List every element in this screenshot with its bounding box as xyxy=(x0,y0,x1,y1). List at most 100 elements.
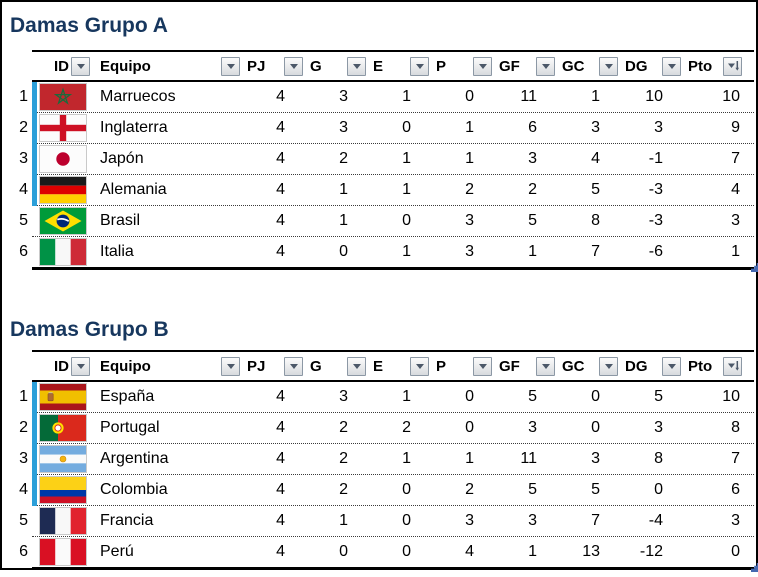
team-name[interactable]: Brasil xyxy=(100,212,141,229)
cell-e[interactable]: 0 xyxy=(402,543,411,560)
cell-p[interactable]: 1 xyxy=(465,450,474,467)
cell-g[interactable]: 0 xyxy=(339,243,348,260)
filter-button-id[interactable] xyxy=(71,56,90,76)
column-header-equipo[interactable]: Equipo xyxy=(92,352,242,380)
team-name[interactable]: Italia xyxy=(100,243,134,260)
team-name[interactable]: Marruecos xyxy=(100,88,176,105)
team-name[interactable]: Japón xyxy=(100,150,144,167)
team-name[interactable]: Colombia xyxy=(100,481,168,498)
cell-flag[interactable] xyxy=(32,82,92,112)
cell-pj[interactable]: 4 xyxy=(276,388,285,405)
cell-p[interactable]: 0 xyxy=(465,419,474,436)
column-header-pj[interactable]: PJ xyxy=(242,52,305,80)
column-header-pj[interactable]: PJ xyxy=(242,352,305,380)
table-resize-handle[interactable] xyxy=(751,259,758,272)
sort-filter-button-pto[interactable] xyxy=(723,56,742,76)
cell-flag[interactable] xyxy=(32,444,92,474)
cell-flag[interactable] xyxy=(32,537,92,567)
cell-pto[interactable]: 6 xyxy=(731,481,740,498)
cell-g[interactable]: 1 xyxy=(339,181,348,198)
cell-gf[interactable]: 11 xyxy=(520,450,537,467)
cell-gf[interactable]: 3 xyxy=(528,150,537,167)
cell-pj[interactable]: 4 xyxy=(276,481,285,498)
column-header-dg[interactable]: DG xyxy=(620,52,683,80)
cell-flag[interactable] xyxy=(32,382,92,412)
filter-button-gf[interactable] xyxy=(536,56,555,76)
cell-pj[interactable]: 4 xyxy=(276,212,285,229)
filter-button-p[interactable] xyxy=(473,356,492,376)
cell-p[interactable]: 2 xyxy=(465,181,474,198)
column-header-g[interactable]: G xyxy=(305,352,368,380)
team-name[interactable]: Perú xyxy=(100,543,134,560)
cell-p[interactable]: 0 xyxy=(465,388,474,405)
cell-dg[interactable]: 8 xyxy=(654,450,663,467)
team-name[interactable]: Alemania xyxy=(100,181,167,198)
cell-gc[interactable]: 5 xyxy=(591,481,600,498)
cell-p[interactable]: 2 xyxy=(465,481,474,498)
cell-gf[interactable]: 6 xyxy=(528,119,537,136)
team-name[interactable]: Argentina xyxy=(100,450,169,467)
cell-dg[interactable]: -3 xyxy=(648,181,663,198)
cell-gf[interactable]: 3 xyxy=(528,512,537,529)
cell-gf[interactable]: 5 xyxy=(528,212,537,229)
column-header-p[interactable]: P xyxy=(431,52,494,80)
cell-gf[interactable]: 3 xyxy=(528,419,537,436)
cell-e[interactable]: 0 xyxy=(402,481,411,498)
cell-e[interactable]: 1 xyxy=(402,243,411,260)
filter-button-g[interactable] xyxy=(347,356,366,376)
row-rank[interactable]: 2 xyxy=(2,413,28,443)
row-rank[interactable]: 1 xyxy=(2,82,28,112)
cell-p[interactable]: 4 xyxy=(465,543,474,560)
cell-e[interactable]: 2 xyxy=(402,419,411,436)
cell-gc[interactable]: 0 xyxy=(591,419,600,436)
cell-pj[interactable]: 4 xyxy=(276,419,285,436)
row-rank[interactable]: 4 xyxy=(2,475,28,505)
sort-filter-button-pto[interactable] xyxy=(723,356,742,376)
cell-g[interactable]: 3 xyxy=(339,119,348,136)
team-name[interactable]: Portugal xyxy=(100,419,160,436)
cell-gc[interactable]: 7 xyxy=(591,243,600,260)
cell-flag[interactable] xyxy=(32,175,92,205)
row-rank[interactable]: 4 xyxy=(2,175,28,205)
cell-pto[interactable]: 7 xyxy=(731,150,740,167)
filter-button-e[interactable] xyxy=(410,356,429,376)
cell-pto[interactable]: 10 xyxy=(722,88,740,105)
column-header-g[interactable]: G xyxy=(305,52,368,80)
cell-flag[interactable] xyxy=(32,506,92,536)
filter-button-id[interactable] xyxy=(71,356,90,376)
row-rank[interactable]: 5 xyxy=(2,206,28,236)
cell-gc[interactable]: 5 xyxy=(591,181,600,198)
cell-pto[interactable]: 0 xyxy=(731,543,740,560)
column-header-id[interactable]: ID xyxy=(32,52,92,80)
cell-g[interactable]: 3 xyxy=(339,88,348,105)
cell-dg[interactable]: -3 xyxy=(648,212,663,229)
cell-gc[interactable]: 4 xyxy=(591,150,600,167)
cell-pj[interactable]: 4 xyxy=(276,543,285,560)
row-rank[interactable]: 6 xyxy=(2,237,28,267)
cell-pj[interactable]: 4 xyxy=(276,243,285,260)
cell-pto[interactable]: 8 xyxy=(731,419,740,436)
cell-p[interactable]: 3 xyxy=(465,512,474,529)
cell-gc[interactable]: 3 xyxy=(591,450,600,467)
filter-button-dg[interactable] xyxy=(662,56,681,76)
cell-p[interactable]: 3 xyxy=(465,212,474,229)
cell-pto[interactable]: 7 xyxy=(731,450,740,467)
filter-button-equipo[interactable] xyxy=(221,356,240,376)
cell-flag[interactable] xyxy=(32,206,92,236)
cell-e[interactable]: 1 xyxy=(402,450,411,467)
cell-gc[interactable]: 1 xyxy=(591,88,600,105)
filter-button-p[interactable] xyxy=(473,56,492,76)
column-header-e[interactable]: E xyxy=(368,352,431,380)
cell-g[interactable]: 0 xyxy=(339,543,348,560)
cell-dg[interactable]: -12 xyxy=(639,543,663,560)
filter-button-e[interactable] xyxy=(410,56,429,76)
filter-button-g[interactable] xyxy=(347,56,366,76)
column-header-e[interactable]: E xyxy=(368,52,431,80)
team-name[interactable]: Inglaterra xyxy=(100,119,168,136)
cell-g[interactable]: 2 xyxy=(339,419,348,436)
column-header-equipo[interactable]: Equipo xyxy=(92,52,242,80)
cell-gf[interactable]: 11 xyxy=(520,88,537,105)
cell-e[interactable]: 0 xyxy=(402,512,411,529)
cell-p[interactable]: 1 xyxy=(465,150,474,167)
column-header-pto[interactable]: Pto xyxy=(683,52,754,80)
